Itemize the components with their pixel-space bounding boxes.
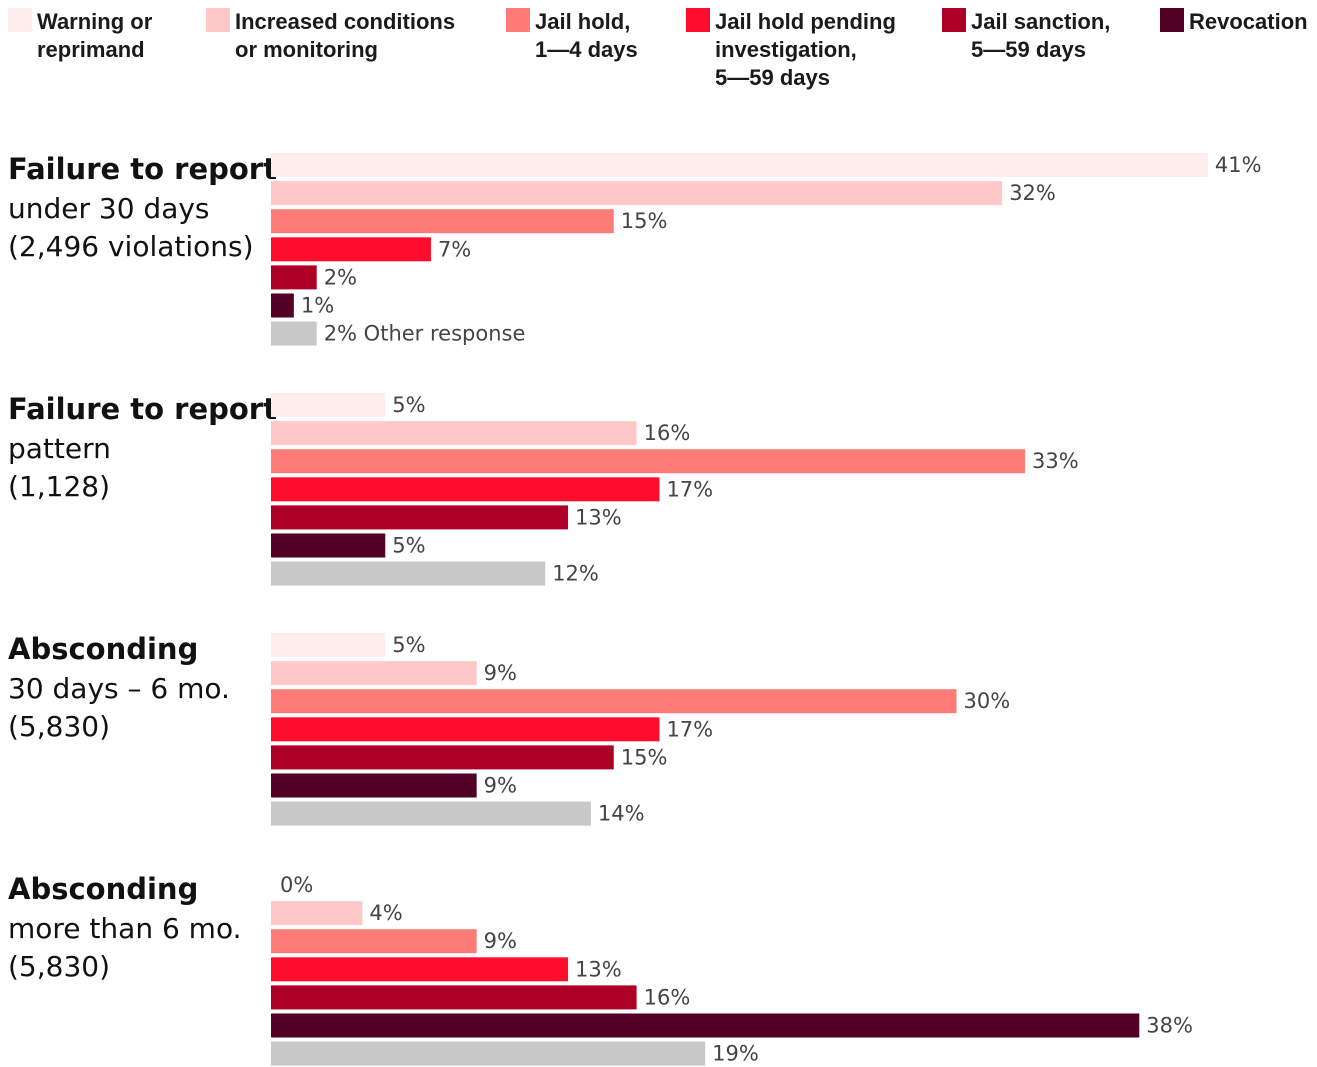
bar-group-1: Failure to report under 30 days (2,496 vio… xyxy=(8,152,1262,346)
data-label-jail_sanction: 2% xyxy=(324,265,357,289)
legend-label: investigation, xyxy=(715,37,857,62)
legend-swatch-warning xyxy=(8,8,32,32)
legend-label: Jail sanction, xyxy=(971,9,1110,34)
group-title: Absconding xyxy=(8,632,198,666)
bar-jail_pending xyxy=(271,477,660,502)
data-label-increased: 9% xyxy=(484,661,517,685)
data-label-jail_pending: 13% xyxy=(575,957,622,981)
legend-label: Jail hold, xyxy=(535,9,630,34)
legend-item-warning: Warning or reprimand xyxy=(8,8,153,62)
group-subtitle: 30 days – 6 mo. xyxy=(8,672,230,705)
bar-other xyxy=(271,561,546,586)
data-label-jail_pending: 17% xyxy=(666,477,713,501)
group-title: Failure to report xyxy=(8,152,277,186)
data-label-jail_1_4: 15% xyxy=(621,209,668,233)
bar-jail_pending xyxy=(271,237,431,262)
bar-jail_1_4 xyxy=(271,449,1026,474)
data-label-increased: 4% xyxy=(369,901,402,925)
data-label-revocation: 1% xyxy=(301,294,334,318)
data-label-other: 12% xyxy=(552,562,599,586)
bar-jail_pending xyxy=(271,957,569,982)
legend-label: 1—4 days xyxy=(535,37,638,62)
bar-warning xyxy=(271,393,386,417)
bar-groups: Failure to report under 30 days (2,496 vio… xyxy=(8,152,1262,1066)
legend-swatch-increased xyxy=(206,8,230,32)
data-label-warning: 5% xyxy=(392,633,425,657)
bar-jail_sanction xyxy=(271,985,637,1010)
legend-label: Revocation xyxy=(1189,9,1308,34)
legend-item-jail_sanction: Jail sanction, 5—59 days xyxy=(942,8,1110,62)
bar-warning xyxy=(271,633,386,657)
data-label-increased: 16% xyxy=(644,421,691,445)
legend-label: 5—59 days xyxy=(971,37,1086,62)
bar-revocation xyxy=(271,1013,1140,1038)
group-count: (5,830) xyxy=(8,710,110,743)
legend-label: reprimand xyxy=(37,37,145,62)
bar-jail_1_4 xyxy=(271,689,957,714)
bar-jail_1_4 xyxy=(271,929,477,954)
group-subtitle: more than 6 mo. xyxy=(8,912,242,945)
legend-label: Warning or xyxy=(37,9,153,34)
group-count: (5,830) xyxy=(8,950,110,983)
data-label-revocation: 38% xyxy=(1146,1014,1193,1038)
data-label-other: 14% xyxy=(598,802,645,826)
data-label-jail_1_4: 9% xyxy=(484,929,517,953)
bar-increased xyxy=(271,421,637,446)
legend-swatch-revocation xyxy=(1160,8,1184,32)
legend: Warning or reprimand Increased conditions o… xyxy=(8,8,1308,90)
data-label-jail_1_4: 33% xyxy=(1032,449,1079,473)
legend-label: Increased conditions xyxy=(235,9,455,34)
data-label-jail_sanction: 16% xyxy=(644,985,691,1009)
bar-increased xyxy=(271,901,363,926)
legend-item-increased: Increased conditions or monitoring xyxy=(206,8,455,62)
bar-jail_sanction xyxy=(271,745,614,770)
legend-label: 5—59 days xyxy=(715,65,830,90)
bar-other xyxy=(271,801,591,826)
group-count: (2,496 violations) xyxy=(8,230,254,263)
bar-jail_pending xyxy=(271,717,660,742)
data-label-warning: 0% xyxy=(280,873,313,897)
data-label-jail_1_4: 30% xyxy=(964,689,1011,713)
bar-other xyxy=(271,321,317,346)
data-label-jail_sanction: 13% xyxy=(575,505,622,529)
bar-increased xyxy=(271,661,477,686)
bar-group-4: Absconding more than 6 mo. (5,830) 0% 4% 9% 13… xyxy=(8,872,1193,1066)
data-label-other: 19% xyxy=(712,1042,759,1066)
data-label-jail_pending: 7% xyxy=(438,237,471,261)
data-label-other: 2% Other response xyxy=(324,322,526,346)
bar-revocation xyxy=(271,773,477,798)
bar-jail_sanction xyxy=(271,265,317,290)
group-subtitle: pattern xyxy=(8,432,111,465)
bar-increased xyxy=(271,181,1003,206)
legend-item-jail_pending: Jail hold pending investigation, 5—59 days xyxy=(686,8,896,90)
group-title: Absconding xyxy=(8,872,198,906)
legend-swatch-jail_1_4 xyxy=(506,8,530,32)
group-subtitle: under 30 days xyxy=(8,192,210,225)
data-label-warning: 5% xyxy=(392,393,425,417)
data-label-jail_sanction: 15% xyxy=(621,745,668,769)
bar-other xyxy=(271,1041,706,1066)
data-label-jail_pending: 17% xyxy=(666,717,713,741)
bar-revocation xyxy=(271,533,386,558)
bar-warning xyxy=(271,153,1208,177)
bar-group-2: Failure to report pattern (1,128) 5% 16% 33% 1… xyxy=(8,392,1079,586)
group-title: Failure to report xyxy=(8,392,277,426)
data-label-warning: 41% xyxy=(1215,153,1262,177)
data-label-increased: 32% xyxy=(1009,181,1056,205)
bar-jail_1_4 xyxy=(271,209,614,234)
legend-swatch-jail_pending xyxy=(686,8,710,32)
legend-label: or monitoring xyxy=(235,37,378,62)
data-label-revocation: 5% xyxy=(392,534,425,558)
bar-group-3: Absconding 30 days – 6 mo. (5,830) 5% 9% 30% 1… xyxy=(8,632,1010,826)
bar-revocation xyxy=(271,293,294,318)
legend-label: Jail hold pending xyxy=(715,9,896,34)
legend-swatch-jail_sanction xyxy=(942,8,966,32)
legend-item-revocation: Revocation xyxy=(1160,8,1308,34)
legend-item-jail_1_4: Jail hold, 1—4 days xyxy=(506,8,638,62)
data-label-revocation: 9% xyxy=(484,774,517,798)
group-count: (1,128) xyxy=(8,470,110,503)
bar-jail_sanction xyxy=(271,505,569,530)
